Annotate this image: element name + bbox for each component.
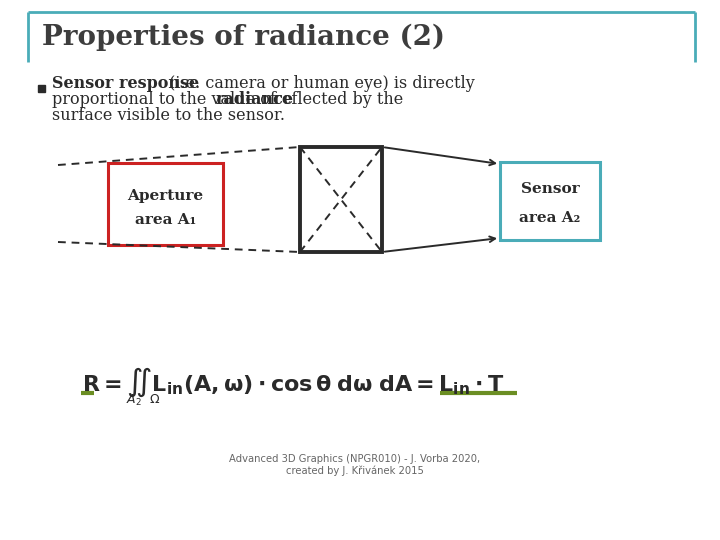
Text: (i.e. camera or human eye) is directly: (i.e. camera or human eye) is directly bbox=[164, 76, 474, 92]
Text: radiance: radiance bbox=[215, 91, 293, 109]
Bar bbox=[108, 163, 223, 245]
Text: Sensor response: Sensor response bbox=[52, 76, 199, 92]
Text: Properties of radiance (2): Properties of radiance (2) bbox=[42, 23, 445, 51]
Text: proportional to the value of: proportional to the value of bbox=[52, 91, 281, 109]
Text: reflected by the: reflected by the bbox=[269, 91, 403, 109]
Bar bbox=[38, 85, 45, 92]
Text: surface visible to the sensor.: surface visible to the sensor. bbox=[52, 107, 285, 125]
Text: Aperture: Aperture bbox=[127, 189, 204, 203]
Text: $A_2$  $\Omega$: $A_2$ $\Omega$ bbox=[126, 393, 161, 408]
Text: area A₁: area A₁ bbox=[135, 213, 196, 227]
Bar bbox=[300, 147, 382, 252]
Text: area A₂: area A₂ bbox=[519, 211, 580, 225]
Text: Advanced 3D Graphics (NPGR010) - J. Vorba 2020,
created by J. Křivánek 2015: Advanced 3D Graphics (NPGR010) - J. Vorb… bbox=[230, 454, 480, 476]
Text: $\mathbf{R = \int\!\!\int L_{in}(A,\omega)\cdot cos\,\theta\; d\omega\; dA = L_{: $\mathbf{R = \int\!\!\int L_{in}(A,\omeg… bbox=[82, 366, 504, 399]
Bar bbox=[500, 162, 600, 240]
Text: Sensor: Sensor bbox=[521, 183, 580, 197]
